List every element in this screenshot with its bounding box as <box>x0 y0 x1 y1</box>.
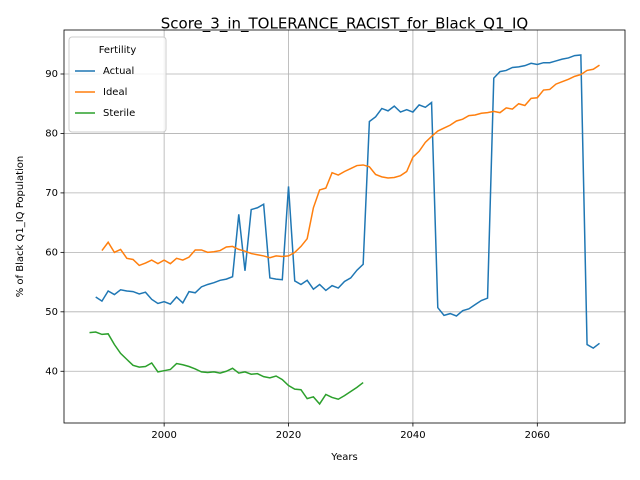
legend-label: Actual <box>103 66 134 77</box>
y-tick-label: 60 <box>45 247 58 258</box>
legend-label: Sterile <box>103 108 135 119</box>
x-tick-label: 2040 <box>400 430 425 441</box>
y-tick-label: 90 <box>45 69 58 80</box>
y-axis-label: % of Black Q1_IQ Population <box>15 156 26 298</box>
x-axis-label: Years <box>330 452 357 463</box>
legend-box <box>68 36 167 133</box>
y-tick-label: 50 <box>45 307 58 318</box>
chart-title: Score_3_in_TOLERANCE_RACIST_for_Black_Q1… <box>161 15 528 34</box>
y-tick-label: 40 <box>45 366 58 377</box>
plot-frame <box>63 29 626 424</box>
series-line <box>95 54 600 349</box>
series-line <box>89 331 364 406</box>
legend-label: Ideal <box>103 87 127 98</box>
legend: Fertility Actual Ideal Sterile <box>68 36 167 133</box>
x-tick-label: 2020 <box>276 430 301 441</box>
legend-title: Fertility <box>99 45 137 56</box>
x-tick-label: 2000 <box>151 430 176 441</box>
y-tick-label: 80 <box>45 128 58 139</box>
y-tick-label: 70 <box>45 188 58 199</box>
x-tick-label: 2060 <box>525 430 550 441</box>
series-line <box>101 64 600 267</box>
